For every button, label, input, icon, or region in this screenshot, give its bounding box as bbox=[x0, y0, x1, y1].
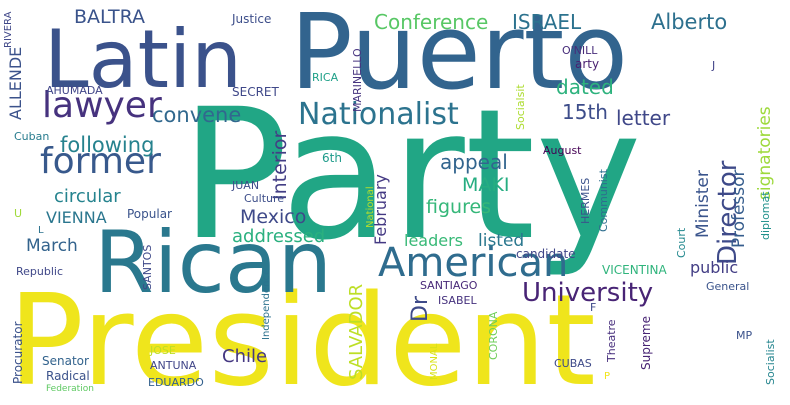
word-federation: Federation bbox=[46, 384, 94, 394]
word-communist: Communist bbox=[597, 169, 610, 232]
word-salvador: SALVADOR bbox=[346, 283, 367, 380]
word-juan: JUAN bbox=[232, 179, 260, 192]
word-diplomat: diplomat bbox=[759, 191, 772, 240]
word-antuna: ANTUNA bbox=[150, 359, 197, 372]
word-puerto: Puerto bbox=[290, 0, 628, 113]
word-president: President bbox=[8, 267, 596, 405]
word-national: National bbox=[365, 186, 376, 228]
word-court: Court bbox=[675, 227, 688, 258]
word-supreme: Supreme bbox=[639, 316, 653, 370]
word-professor: Professor bbox=[729, 169, 749, 248]
word-latin: Latin bbox=[44, 13, 242, 106]
word-santiago: SANTIAGO bbox=[420, 279, 478, 292]
word-cubas: CUBAS bbox=[554, 357, 592, 370]
word-dated: dated bbox=[556, 75, 614, 99]
word-santos: SANTOS bbox=[141, 244, 154, 290]
word-procurator: Procurator bbox=[11, 321, 25, 384]
word-f: F bbox=[590, 301, 597, 314]
word-allende: ALLENDE bbox=[6, 46, 25, 120]
word-corona: CORONA bbox=[487, 311, 500, 360]
word-circular: circular bbox=[54, 186, 121, 207]
word-party: Party bbox=[180, 71, 642, 280]
word-p: P bbox=[604, 371, 611, 382]
word-rican: Rican bbox=[94, 213, 333, 313]
word-interior: Interior bbox=[269, 130, 291, 200]
word-mp: MP bbox=[736, 329, 753, 342]
word-listed: listed bbox=[478, 231, 525, 251]
word-vienna: VIENNA bbox=[46, 208, 107, 227]
word-august: August bbox=[543, 144, 582, 157]
word-letter: letter bbox=[616, 106, 671, 130]
word-minister: Minister bbox=[693, 170, 713, 238]
word-eduardo: EDUARDO bbox=[148, 376, 204, 389]
word-independence: Independence bbox=[261, 268, 272, 340]
word-ahumada: AHUMADA bbox=[46, 84, 103, 97]
word-isabel: ISABEL bbox=[438, 294, 477, 307]
word-vicentina: VICENTINA bbox=[602, 263, 667, 277]
word-theatre: Theatre bbox=[605, 319, 618, 362]
word-convene: convene bbox=[152, 103, 242, 127]
word-following: following bbox=[60, 133, 155, 157]
word-l: L bbox=[38, 225, 44, 236]
word-u: U bbox=[14, 207, 23, 220]
word-rica: RICA bbox=[312, 71, 339, 84]
word-appeal: appeal bbox=[440, 150, 508, 174]
word-popular: Popular bbox=[127, 207, 172, 221]
word-15th: 15th bbox=[562, 100, 608, 124]
word-socialsit: Socialsit bbox=[514, 84, 527, 130]
word-arty: arty bbox=[575, 57, 600, 71]
word-mexico: Mexico bbox=[240, 206, 307, 228]
word-university: University bbox=[522, 278, 654, 308]
word-candidate: candidate bbox=[516, 247, 576, 261]
word-dr: Dr bbox=[408, 296, 433, 322]
word-figures: figures bbox=[426, 196, 492, 218]
word-former: former bbox=[40, 141, 161, 182]
word-jose: JOSE bbox=[150, 344, 176, 357]
word-senator: Senator bbox=[42, 354, 89, 368]
word-alberto: Alberto bbox=[651, 10, 728, 34]
word-6th: 6th bbox=[322, 151, 342, 165]
word-monal: MONAL bbox=[429, 343, 440, 380]
word-general: General bbox=[706, 280, 750, 293]
word-j: J bbox=[712, 59, 716, 72]
word-hermes: HERMES bbox=[579, 177, 592, 224]
word-chile: Chile bbox=[222, 346, 268, 367]
word-rivera: RIVERA bbox=[3, 11, 14, 48]
word-nationalist: Nationalist bbox=[298, 97, 459, 132]
word-cuban: Cuban bbox=[14, 130, 50, 143]
word-american: American bbox=[378, 240, 569, 286]
word-leaders: leaders bbox=[404, 231, 464, 250]
word-radical: Radical bbox=[46, 369, 90, 383]
word-onill: O'NILL bbox=[562, 44, 598, 57]
word-baltra: BALTRA bbox=[74, 6, 146, 28]
word-march: March bbox=[26, 236, 78, 256]
word-conference: Conference bbox=[374, 10, 489, 34]
word-culture: Culture bbox=[244, 192, 285, 205]
word-marinello: MARINELLO bbox=[351, 48, 364, 112]
word-signatories: signatories bbox=[755, 106, 775, 200]
word-maki: MAKI bbox=[462, 174, 510, 196]
word-socialist: Socialist bbox=[764, 339, 777, 385]
word-israel: ISRAEL bbox=[512, 10, 582, 34]
word-lawyer: lawyer bbox=[42, 85, 162, 126]
word-addressed: addressed bbox=[232, 226, 326, 247]
word-public: public bbox=[690, 258, 739, 277]
word-republic: Republic bbox=[16, 265, 64, 278]
word-justice: Justice bbox=[232, 12, 272, 26]
word-secret: SECRET bbox=[232, 85, 279, 99]
